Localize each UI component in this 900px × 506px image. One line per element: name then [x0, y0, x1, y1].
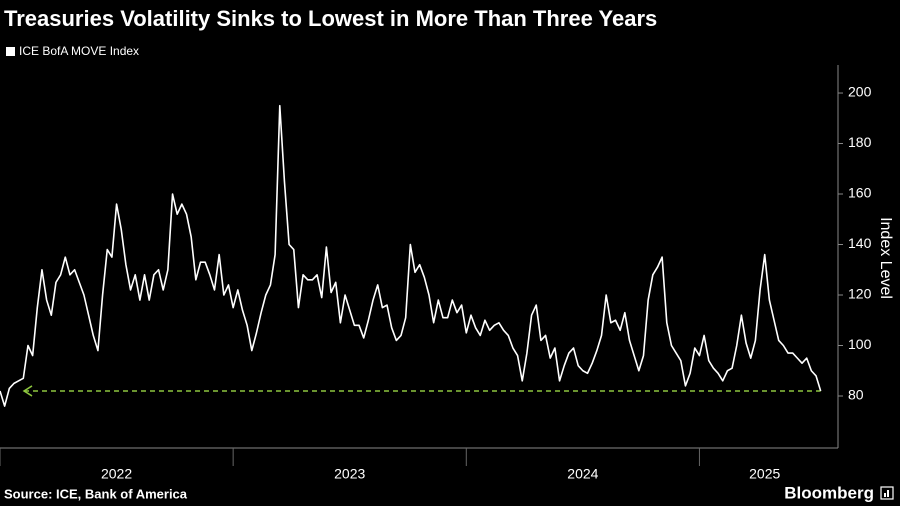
x-tick-label: 2023 — [334, 466, 365, 482]
brand: Bloomberg — [784, 483, 874, 502]
brand-icon-bar — [884, 493, 886, 497]
series-line — [0, 104, 822, 407]
y-tick-label: 180 — [848, 134, 872, 150]
y-tick-label: 200 — [848, 84, 872, 100]
y-tick-label: 120 — [848, 286, 872, 302]
x-tick-label: 2022 — [101, 466, 132, 482]
chart-title: Treasuries Volatility Sinks to Lowest in… — [4, 6, 657, 31]
brand-icon-frame — [880, 486, 894, 500]
y-tick-label: 100 — [848, 336, 872, 352]
y-tick-label: 140 — [848, 235, 872, 251]
brand-icon — [880, 486, 894, 500]
brand-icon-bar — [887, 490, 889, 497]
y-tick-label: 160 — [848, 185, 872, 201]
y-axis-title: Index Level — [877, 217, 894, 299]
reference-arrow — [22, 385, 33, 397]
y-tick-label: 80 — [848, 387, 864, 403]
x-tick-label: 2024 — [567, 466, 598, 482]
legend-label: ICE BofA MOVE Index — [19, 44, 139, 58]
source: Source: ICE, Bank of America — [4, 486, 188, 501]
x-tick-label: 2025 — [749, 466, 780, 482]
legend-swatch — [6, 47, 15, 56]
